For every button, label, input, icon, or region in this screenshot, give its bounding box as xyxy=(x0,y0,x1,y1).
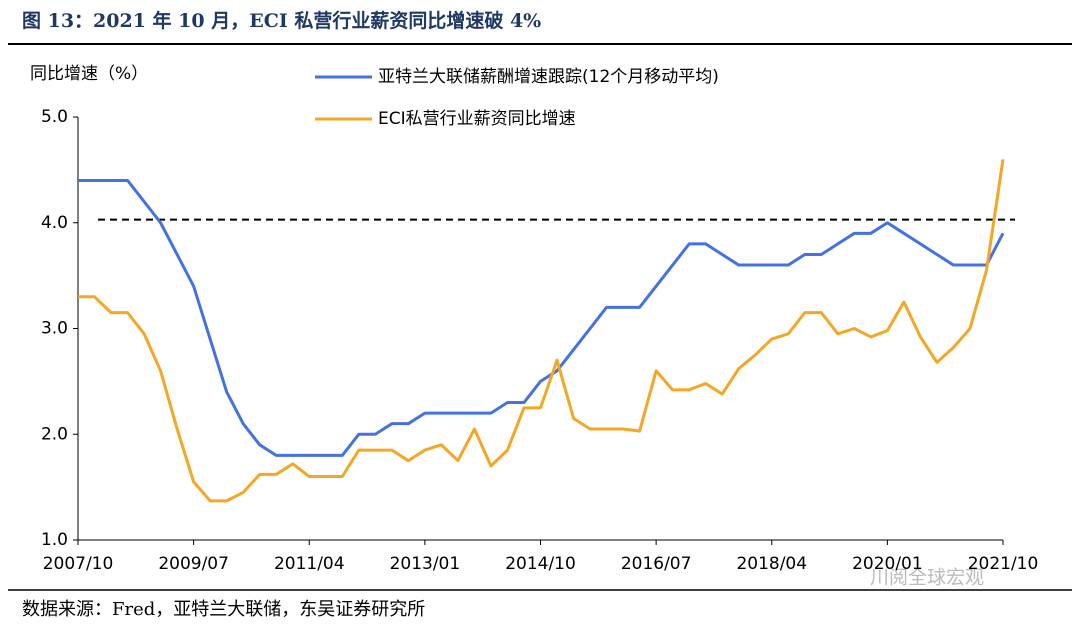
chart-title: 图 13：2021 年 10 月，ECI 私营行业薪资同比增速破 4% xyxy=(22,9,541,32)
x-tick-label: 2011/04 xyxy=(274,554,345,574)
y-tick-label: 5.0 xyxy=(41,107,68,127)
legend-label: ECI私营行业薪资同比增速 xyxy=(378,109,576,129)
series-line xyxy=(78,159,1005,503)
source: 数据来源：Fred，亚特兰大联储，东吴证券研究所 xyxy=(22,599,425,620)
y-tick-label: 2.0 xyxy=(41,424,68,444)
x-tick-label: 2007/10 xyxy=(43,554,114,574)
x-tick-label: 2014/10 xyxy=(505,554,576,574)
y-tick-label: 3.0 xyxy=(41,319,68,339)
x-tick-label: 2009/07 xyxy=(158,554,229,574)
y-tick-label: 1.0 xyxy=(41,530,68,550)
watermark: 川阅全球宏观 xyxy=(870,567,984,589)
x-tick-label: 2020/01 xyxy=(852,554,923,574)
y-tick-label: 4.0 xyxy=(41,213,68,233)
series-line xyxy=(78,178,1005,457)
legend-label: 亚特兰大联储薪酬增速跟踪(12个月移动平均) xyxy=(378,67,719,87)
x-tick-label: 2016/07 xyxy=(621,554,692,574)
x-tick-label: 2021/10 xyxy=(968,554,1039,574)
x-tick-label: 2018/04 xyxy=(736,554,807,574)
y-axis-label: 同比增速（%） xyxy=(30,64,148,84)
x-tick-label: 2013/01 xyxy=(390,554,461,574)
